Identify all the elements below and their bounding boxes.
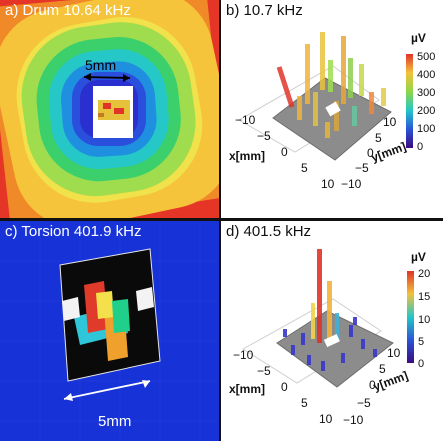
ytick-d-2: 0: [369, 378, 376, 392]
ytick-d-0: 10: [387, 346, 401, 360]
scale-arrow-c: [63, 380, 151, 400]
xtick-b-0: −10: [235, 113, 256, 127]
drum-contour-plot: 5mm: [0, 0, 219, 218]
panel-b-measurement: −10 −5 0 5 10 10 5 0 −5 −10 x[mm] y[mm] …: [221, 0, 443, 218]
scale-label-a: 5mm: [85, 57, 116, 73]
xtick-b-3: 5: [301, 161, 308, 175]
panel-d-label: d) 401.5 kHz: [226, 223, 312, 240]
cbar-tick-d-1: 15: [418, 291, 430, 303]
bar3d-plot-b: −10 −5 0 5 10 10 5 0 −5 −10 x[mm] y[mm] …: [229, 31, 435, 191]
scale-arrow: [83, 76, 131, 79]
ytick-d-1: 5: [379, 362, 386, 376]
cbar-tick-b-5: 0: [417, 141, 423, 153]
colorbar-unit-b: µV: [411, 31, 426, 45]
panel-c-label: c) Torsion 401.9 kHz: [5, 223, 142, 240]
bars-b: [276, 32, 386, 138]
xlabel-b: x[mm]: [229, 149, 265, 163]
xtick-b-4: 10: [321, 177, 335, 191]
bar3d-plot-d: −10 −5 0 5 10 10 5 0 −5 −10 x[mm] y[mm] …: [229, 249, 430, 427]
colorbar-unit-d: µV: [411, 250, 426, 264]
panel-b-label: b) 10.7 kHz: [226, 2, 303, 19]
cbar-tick-d-3: 5: [418, 336, 424, 348]
xtick-d-3: 5: [301, 396, 308, 410]
cbar-tick-b-0: 500: [417, 51, 435, 63]
torsion-plot: 5mm: [0, 221, 219, 441]
ytick-b-2: 0: [367, 146, 374, 160]
cbar-tick-b-1: 400: [417, 69, 435, 81]
cbar-tick-d-2: 10: [418, 314, 430, 326]
cbar-tick-b-2: 300: [417, 87, 435, 99]
colorbar-b: [406, 54, 413, 148]
ytick-b-1: 5: [375, 131, 382, 145]
ytick-b-3: −5: [355, 161, 369, 175]
panel-c-torsion-simulation: 5mm c) Torsion 401.9 kHz: [0, 221, 219, 441]
colorbar-d: [407, 271, 414, 363]
cbar-tick-b-3: 200: [417, 105, 435, 117]
panel-a-label: a) Drum 10.64 kHz: [5, 2, 131, 19]
cbar-tick-b-4: 100: [417, 123, 435, 135]
bars-d: [283, 249, 377, 371]
xlabel-d: x[mm]: [229, 382, 265, 396]
cbar-tick-d-0: 20: [418, 268, 430, 280]
xtick-b-1: −5: [257, 129, 271, 143]
xtick-d-1: −5: [257, 364, 271, 378]
xtick-d-0: −10: [233, 348, 254, 362]
ytick-d-3: −5: [357, 396, 371, 410]
cbar-tick-d-4: 0: [418, 358, 424, 370]
xtick-d-2: 0: [281, 380, 288, 394]
panel-d-measurement: −10 −5 0 5 10 10 5 0 −5 −10 x[mm] y[mm] …: [221, 221, 443, 441]
sample-plane-d: [276, 310, 394, 388]
scale-label-c: 5mm: [98, 413, 131, 430]
panel-a-drum-simulation: 5mm a) Drum 10.64 kHz: [0, 0, 219, 218]
ytick-d-4: −10: [343, 413, 364, 427]
ytick-b-0: 10: [383, 115, 397, 129]
ytick-b-4: −10: [341, 177, 362, 191]
xtick-b-2: 0: [281, 145, 288, 159]
xtick-d-4: 10: [319, 412, 333, 426]
horizontal-divider: [0, 218, 443, 221]
ylabel-d: y[mm]: [371, 368, 410, 393]
